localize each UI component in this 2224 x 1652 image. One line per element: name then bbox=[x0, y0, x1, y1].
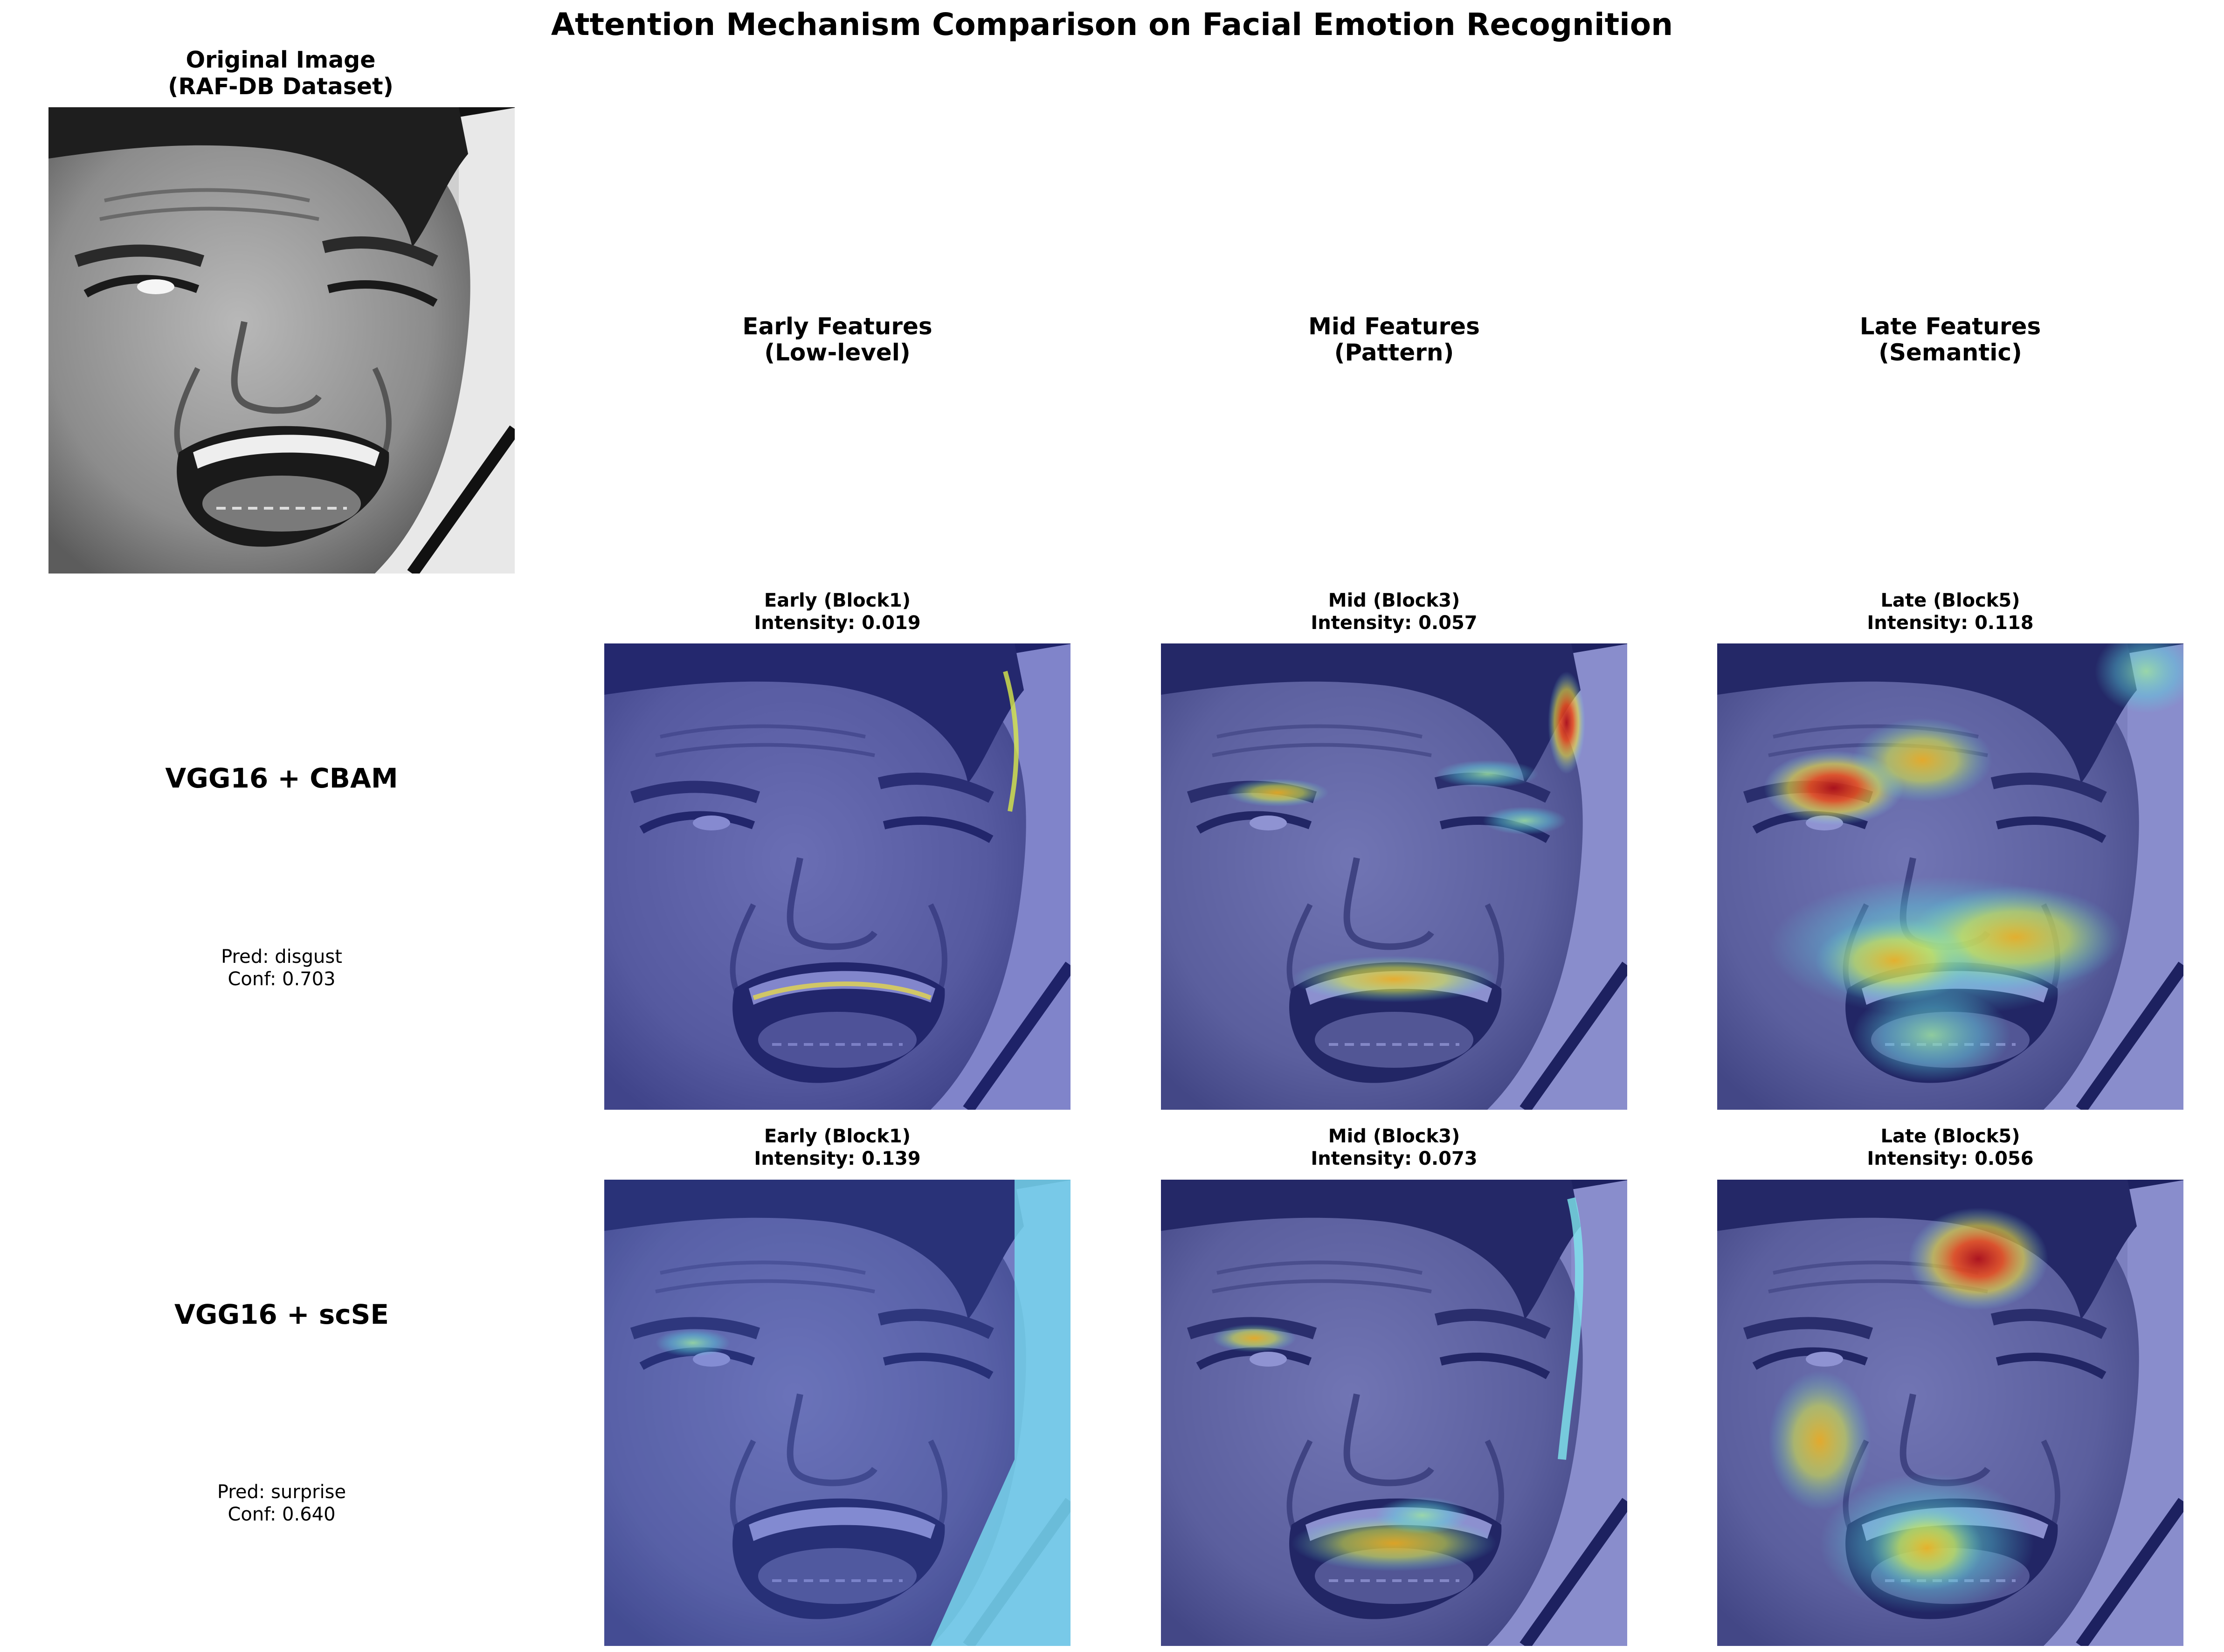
row-label-cbam: VGG16 + CBAM bbox=[165, 762, 398, 794]
panel-title-scse-mid-block: Mid (Block3) bbox=[1328, 1126, 1460, 1147]
original-image-title: Original Image (RAF-DB Dataset) bbox=[48, 47, 514, 100]
panel-title-cbam-early-intensity: Intensity: 0.019 bbox=[754, 612, 921, 634]
panel-title-cbam-late-block: Late (Block5) bbox=[1880, 590, 2020, 611]
panel-title-cbam-mid-intensity: Intensity: 0.057 bbox=[1311, 612, 1478, 634]
prediction-label-cbam: Pred: disgust bbox=[221, 946, 342, 968]
panel-title-cbam-late: Late (Block5) Intensity: 0.118 bbox=[1717, 589, 2183, 634]
prediction-label-scse: Pred: surprise bbox=[217, 1481, 346, 1503]
confidence-label-cbam: Conf: 0.703 bbox=[228, 968, 336, 990]
prediction-cbam: Pred: disgust Conf: 0.703 bbox=[48, 946, 515, 990]
panel-title-scse-late: Late (Block5) Intensity: 0.056 bbox=[1717, 1125, 2183, 1170]
heatmap-cbam-late bbox=[1717, 643, 2183, 1110]
panel-title-scse-early-intensity: Intensity: 0.139 bbox=[754, 1148, 921, 1169]
panel-title-scse-mid: Mid (Block3) Intensity: 0.073 bbox=[1161, 1125, 1627, 1170]
column-header-early: Early Features (Low-level) bbox=[604, 313, 1071, 366]
confidence-label-scse: Conf: 0.640 bbox=[228, 1504, 336, 1525]
panel-title-cbam-mid-block: Mid (Block3) bbox=[1328, 590, 1460, 611]
panel-title-cbam-early-block: Early (Block1) bbox=[764, 590, 911, 611]
original-image-title-line1: Original Image bbox=[186, 47, 376, 73]
panel-title-scse-early: Early (Block1) Intensity: 0.139 bbox=[604, 1125, 1071, 1170]
heatmap-scse-late bbox=[1717, 1180, 2183, 1646]
column-header-mid-line2: (Pattern) bbox=[1334, 339, 1454, 366]
panel-title-scse-late-block: Late (Block5) bbox=[1880, 1126, 2020, 1147]
row-label-scse: VGG16 + scSE bbox=[174, 1299, 389, 1330]
panel-title-cbam-mid: Mid (Block3) Intensity: 0.057 bbox=[1161, 589, 1627, 634]
heatmap-scse-early bbox=[604, 1180, 1071, 1646]
heatmap-cbam-early bbox=[604, 643, 1071, 1110]
panel-title-scse-late-intensity: Intensity: 0.056 bbox=[1867, 1148, 2034, 1169]
column-header-late: Late Features (Semantic) bbox=[1717, 313, 2183, 366]
original-image-title-line2: (RAF-DB Dataset) bbox=[168, 73, 394, 100]
figure-title: Attention Mechanism Comparison on Facial… bbox=[551, 7, 1673, 42]
panel-title-scse-early-block: Early (Block1) bbox=[764, 1126, 911, 1147]
prediction-scse: Pred: surprise Conf: 0.640 bbox=[48, 1481, 515, 1526]
heatmap-scse-mid bbox=[1161, 1180, 1627, 1646]
column-header-late-line2: (Semantic) bbox=[1879, 339, 2022, 366]
column-header-late-line1: Late Features bbox=[1859, 313, 2041, 340]
column-header-early-line2: (Low-level) bbox=[764, 339, 911, 366]
original-face-image bbox=[48, 107, 515, 574]
column-header-mid: Mid Features (Pattern) bbox=[1161, 313, 1627, 366]
panel-title-scse-mid-intensity: Intensity: 0.073 bbox=[1311, 1148, 1478, 1169]
heatmap-cbam-mid bbox=[1161, 643, 1627, 1110]
column-header-early-line1: Early Features bbox=[742, 313, 932, 340]
panel-title-cbam-late-intensity: Intensity: 0.118 bbox=[1867, 612, 2034, 634]
panel-title-cbam-early: Early (Block1) Intensity: 0.019 bbox=[604, 589, 1071, 634]
column-header-mid-line1: Mid Features bbox=[1308, 313, 1480, 340]
